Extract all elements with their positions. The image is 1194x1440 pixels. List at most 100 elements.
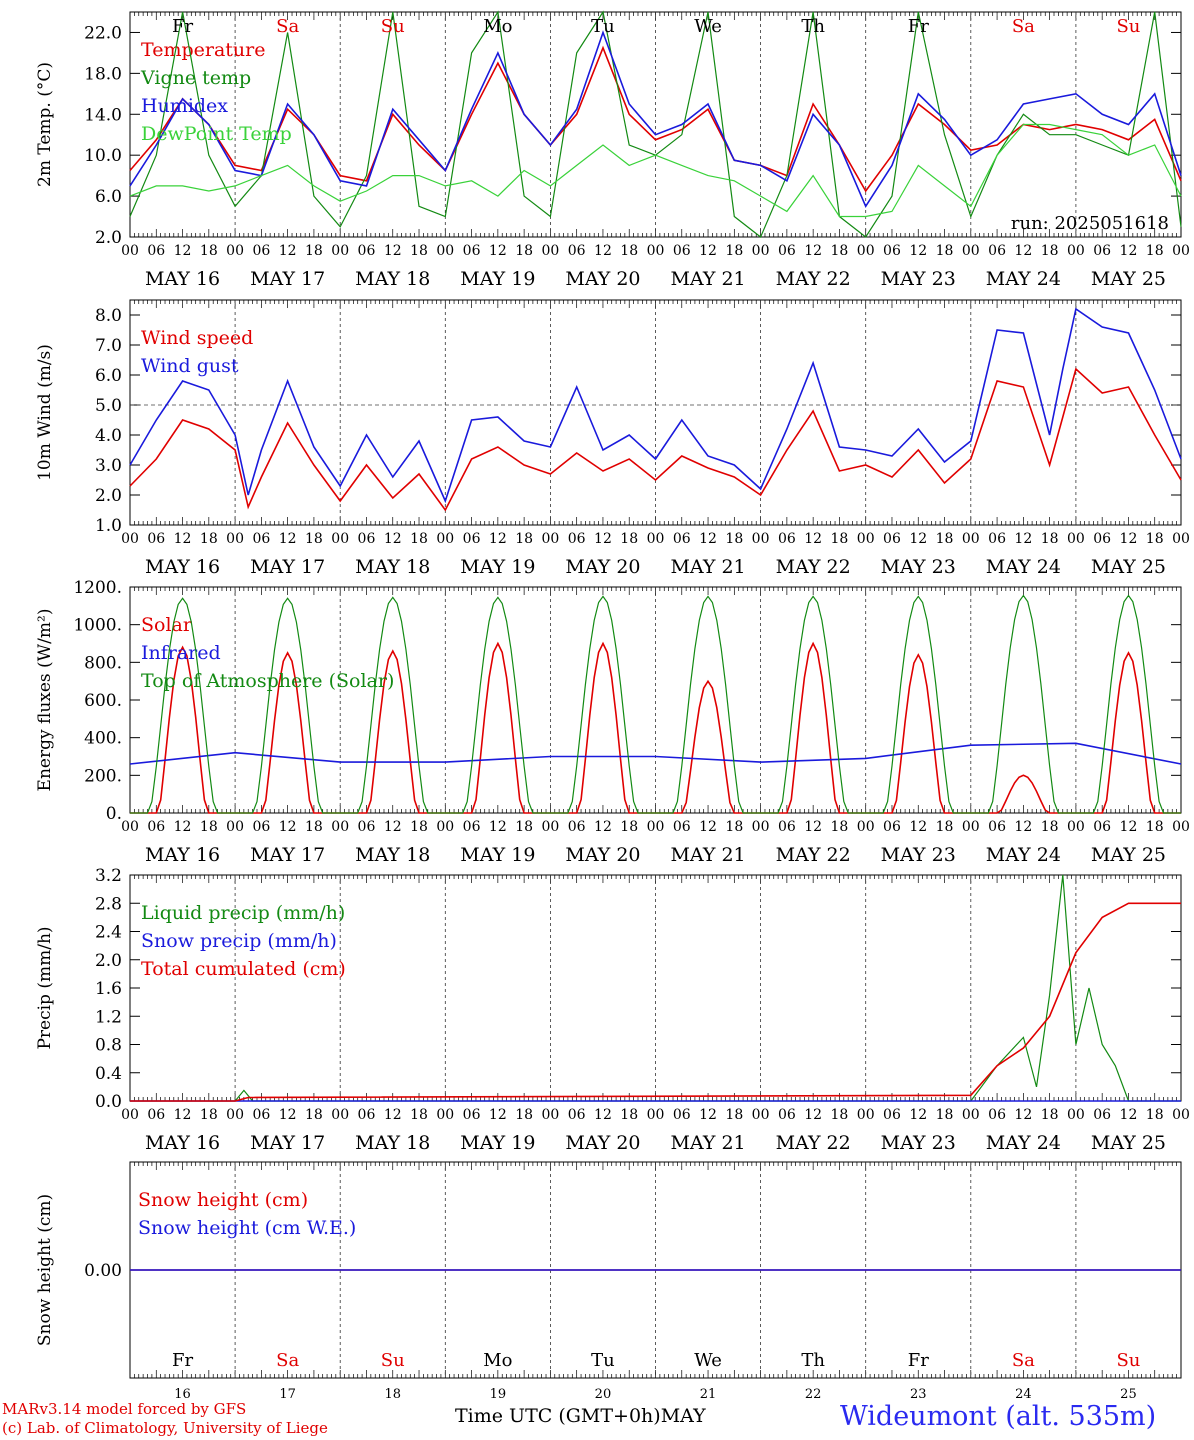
hour-label: 00 (436, 531, 454, 547)
hour-label: 18 (620, 243, 638, 259)
hour-label: 18 (515, 243, 533, 259)
hour-label: 18 (936, 531, 954, 547)
hour-label: 00 (1172, 1107, 1190, 1123)
day-number-label: 21 (700, 1387, 717, 1402)
y-tick-label: 14.0 (84, 105, 122, 125)
weekday-label: Sa (1012, 16, 1035, 37)
hour-label: 06 (673, 819, 691, 835)
hour-label: 00 (1067, 531, 1085, 547)
hour-label: 06 (988, 531, 1006, 547)
day-number-label: 23 (910, 1387, 927, 1402)
hour-label: 00 (226, 819, 244, 835)
legend-entry: Solar (141, 614, 193, 636)
series-line (129, 367, 1182, 512)
date-label: MAY 24 (986, 556, 1061, 578)
station-label: Wideumont (alt. 535m) (840, 1401, 1157, 1432)
hour-label: 00 (647, 531, 665, 547)
hour-label: 06 (1093, 531, 1111, 547)
day-number-label: 18 (384, 1387, 401, 1402)
hour-label: 12 (174, 1107, 192, 1123)
hour-label: 18 (200, 819, 218, 835)
hour-label: 00 (857, 243, 875, 259)
hour-label: 00 (962, 819, 980, 835)
hour-label: 00 (331, 1107, 349, 1123)
hour-label: 00 (331, 531, 349, 547)
y-tick-label: 400. (84, 729, 122, 749)
hour-label: 18 (515, 1107, 533, 1123)
date-label: MAY 19 (460, 1132, 535, 1154)
hour-label: 06 (568, 531, 586, 547)
hour-label: 00 (226, 243, 244, 259)
date-label: MAY 21 (670, 844, 745, 866)
hour-label: 12 (804, 819, 822, 835)
y-tick-label: 2.0 (95, 951, 122, 971)
hour-label: 00 (647, 243, 665, 259)
series-line (129, 30, 1182, 208)
y-tick-label: 0.0 (95, 1092, 122, 1112)
hour-label: 06 (147, 819, 165, 835)
hour-label: 12 (804, 531, 822, 547)
hour-label: 18 (936, 243, 954, 259)
legend-entry: Infrared (141, 642, 221, 664)
y-tick-label: 2.0 (95, 228, 122, 248)
date-label: MAY 22 (776, 556, 851, 578)
hour-label: 12 (1014, 1107, 1032, 1123)
legend-entry: Snow precip (mm/h) (141, 930, 337, 952)
hour-label: 12 (279, 531, 297, 547)
weekday-label: Sa (276, 16, 299, 37)
hour-label: 00 (541, 819, 559, 835)
hour-label: 00 (647, 1107, 665, 1123)
hour-label: 06 (673, 1107, 691, 1123)
hour-label: 00 (1172, 243, 1190, 259)
day-number-label: 25 (1120, 1387, 1137, 1402)
hour-label: 06 (147, 531, 165, 547)
y-tick-label: 0. (106, 804, 122, 824)
hour-label: 06 (568, 1107, 586, 1123)
hour-label: 00 (962, 243, 980, 259)
hour-label: 18 (831, 1107, 849, 1123)
hour-label: 18 (1041, 819, 1059, 835)
y-axis-label: 2m Temp. (°C) (35, 62, 55, 187)
y-tick-label: 1.6 (95, 979, 122, 999)
hour-label: 18 (1146, 531, 1164, 547)
hour-label: 12 (1120, 243, 1138, 259)
y-tick-label: 1.2 (95, 1007, 122, 1027)
legend-entry: Snow height (cm) (138, 1189, 308, 1211)
date-label: MAY 20 (565, 556, 640, 578)
series-line (129, 307, 1182, 504)
hour-label: 18 (620, 1107, 638, 1123)
date-label: MAY 22 (776, 1132, 851, 1154)
hour-label: 06 (568, 819, 586, 835)
hour-label: 00 (752, 531, 770, 547)
date-label: MAY 18 (355, 844, 430, 866)
hour-label: 06 (778, 243, 796, 259)
date-label: MAY 21 (670, 556, 745, 578)
hour-label: 18 (620, 531, 638, 547)
date-label: MAY 21 (670, 268, 745, 290)
hour-label: 12 (1014, 243, 1032, 259)
legend-entry: Top of Atmosphere (Solar) (141, 670, 394, 692)
series-line (130, 902, 1181, 1102)
hour-label: 00 (647, 819, 665, 835)
date-label: MAY 24 (986, 268, 1061, 290)
hour-label: 18 (200, 243, 218, 259)
legend-entry: Snow height (cm W.E.) (138, 1217, 356, 1239)
date-label: MAY 20 (565, 1132, 640, 1154)
hour-label: 12 (489, 531, 507, 547)
hour-label: 06 (988, 819, 1006, 835)
weekday-label: Sa (1012, 1350, 1035, 1371)
y-axis-label: Snow height (cm) (35, 1194, 55, 1346)
hour-label: 12 (804, 243, 822, 259)
month-label: MAY (660, 1405, 706, 1427)
hour-label: 00 (121, 1107, 139, 1123)
hour-label: 12 (279, 819, 297, 835)
hour-label: 12 (489, 243, 507, 259)
hour-label: 12 (174, 531, 192, 547)
hour-label: 00 (541, 1107, 559, 1123)
hour-label: 00 (857, 1107, 875, 1123)
date-label: MAY 21 (670, 1132, 745, 1154)
hour-label: 06 (1093, 1107, 1111, 1123)
hour-label: 12 (909, 1107, 927, 1123)
hour-label: 18 (725, 243, 743, 259)
hour-label: 18 (1146, 819, 1164, 835)
